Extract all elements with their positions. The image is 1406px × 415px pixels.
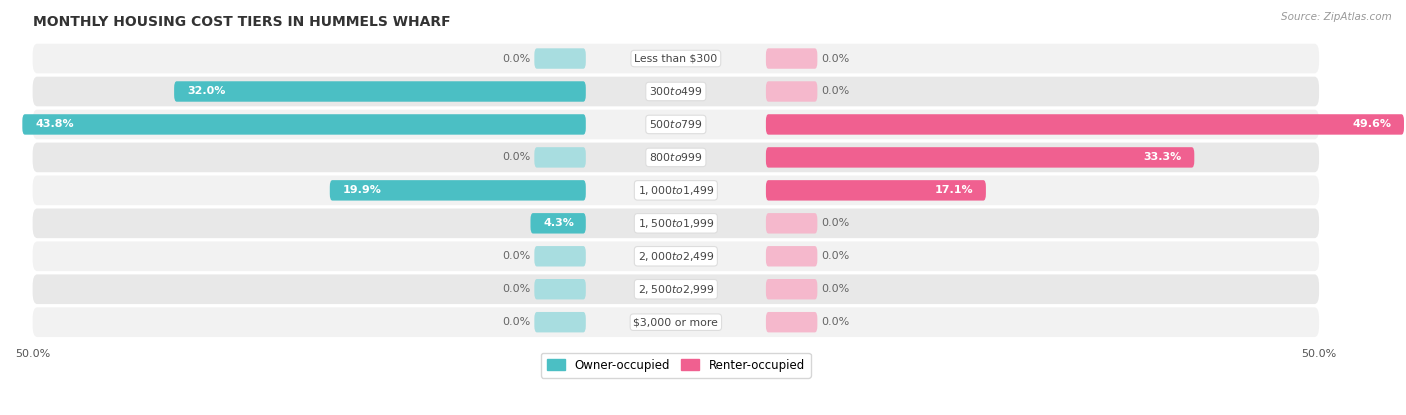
FancyBboxPatch shape [534,147,586,168]
Text: $1,000 to $1,499: $1,000 to $1,499 [637,184,714,197]
Text: 0.0%: 0.0% [502,284,530,294]
FancyBboxPatch shape [32,143,1319,172]
Text: 43.8%: 43.8% [35,120,75,129]
FancyBboxPatch shape [22,114,586,134]
FancyBboxPatch shape [32,208,1319,238]
Text: 0.0%: 0.0% [502,317,530,327]
Text: $500 to $799: $500 to $799 [650,118,703,130]
FancyBboxPatch shape [766,180,986,200]
FancyBboxPatch shape [32,110,1319,139]
Text: 0.0%: 0.0% [502,251,530,261]
Text: 4.3%: 4.3% [543,218,574,228]
FancyBboxPatch shape [766,213,817,234]
Text: 0.0%: 0.0% [502,152,530,162]
Text: 0.0%: 0.0% [821,54,849,63]
FancyBboxPatch shape [534,246,586,266]
FancyBboxPatch shape [32,242,1319,271]
Text: MONTHLY HOUSING COST TIERS IN HUMMELS WHARF: MONTHLY HOUSING COST TIERS IN HUMMELS WH… [32,15,450,29]
Text: 0.0%: 0.0% [502,54,530,63]
FancyBboxPatch shape [330,180,586,200]
Text: Less than $300: Less than $300 [634,54,717,63]
FancyBboxPatch shape [766,279,817,300]
FancyBboxPatch shape [766,312,817,332]
Text: 0.0%: 0.0% [821,218,849,228]
Text: $300 to $499: $300 to $499 [650,85,703,98]
Text: 49.6%: 49.6% [1353,120,1391,129]
FancyBboxPatch shape [530,213,586,234]
Text: 19.9%: 19.9% [343,186,381,195]
Text: 0.0%: 0.0% [821,86,849,97]
FancyBboxPatch shape [534,279,586,300]
FancyBboxPatch shape [766,81,817,102]
Legend: Owner-occupied, Renter-occupied: Owner-occupied, Renter-occupied [541,353,811,378]
Text: $1,500 to $1,999: $1,500 to $1,999 [637,217,714,230]
FancyBboxPatch shape [32,44,1319,73]
FancyBboxPatch shape [32,176,1319,205]
Text: 33.3%: 33.3% [1143,152,1181,162]
Text: Source: ZipAtlas.com: Source: ZipAtlas.com [1281,12,1392,22]
FancyBboxPatch shape [32,77,1319,106]
Text: $800 to $999: $800 to $999 [650,151,703,164]
FancyBboxPatch shape [32,308,1319,337]
Text: $2,000 to $2,499: $2,000 to $2,499 [637,250,714,263]
Text: $3,000 or more: $3,000 or more [634,317,718,327]
Text: 0.0%: 0.0% [821,284,849,294]
FancyBboxPatch shape [766,246,817,266]
Text: 0.0%: 0.0% [821,251,849,261]
Text: 0.0%: 0.0% [821,317,849,327]
FancyBboxPatch shape [766,114,1405,134]
Text: $2,500 to $2,999: $2,500 to $2,999 [637,283,714,296]
Text: 32.0%: 32.0% [187,86,225,97]
FancyBboxPatch shape [534,312,586,332]
FancyBboxPatch shape [534,48,586,69]
Text: 17.1%: 17.1% [935,186,973,195]
FancyBboxPatch shape [766,48,817,69]
FancyBboxPatch shape [32,274,1319,304]
FancyBboxPatch shape [766,147,1194,168]
FancyBboxPatch shape [174,81,586,102]
